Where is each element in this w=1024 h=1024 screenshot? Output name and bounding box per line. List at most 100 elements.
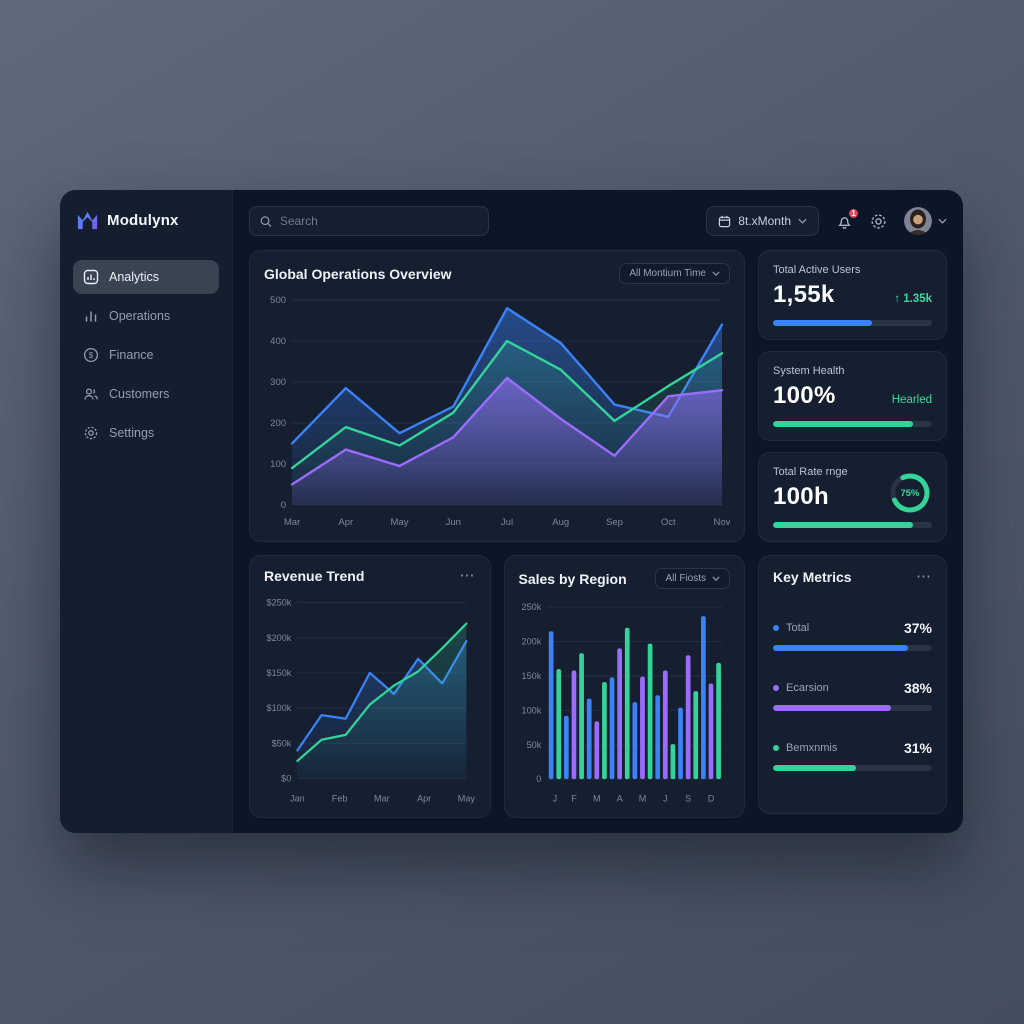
avatar-image: [904, 207, 932, 235]
time-filter-label: All Montium Time: [629, 268, 706, 279]
analytics-icon: [83, 269, 99, 285]
svg-text:Jul: Jul: [501, 517, 513, 528]
metric-percent: 31%: [903, 740, 932, 756]
svg-text:500: 500: [270, 295, 286, 306]
rate-donut: 75%: [886, 469, 934, 517]
region-filter-label: All Fiosts: [665, 573, 706, 584]
svg-text:300: 300: [270, 377, 286, 388]
sidebar: Modulynx Analytics Operations $: [60, 190, 233, 833]
svg-text:J: J: [663, 793, 668, 803]
progress-track: [773, 320, 932, 326]
chevron-down-icon: [798, 218, 807, 224]
metric-row-bemxnmis: Bemxnmis 31%: [773, 740, 932, 771]
card-title: Revenue Trend: [264, 568, 365, 584]
chevron-down-icon: [938, 218, 947, 224]
svg-text:$0: $0: [281, 774, 291, 784]
svg-text:150k: 150k: [521, 671, 541, 681]
progress-track: [773, 645, 932, 651]
svg-text:Sep: Sep: [606, 517, 623, 528]
progress-fill: [773, 765, 856, 771]
more-menu-button[interactable]: ⋯: [459, 567, 476, 584]
metric-percent: 37%: [903, 620, 932, 636]
key-metrics-rows: Total 37% Ecarsion 38%: [773, 591, 932, 800]
svg-text:50k: 50k: [526, 740, 541, 750]
card-title: Global Operations Overview: [264, 265, 452, 282]
chevron-down-icon: [712, 576, 720, 581]
svg-text:Apr: Apr: [338, 517, 354, 528]
stat-value: 1,55k: [773, 281, 835, 308]
dashboard-window: Modulynx Analytics Operations $: [60, 190, 963, 833]
sidebar-item-finance[interactable]: $ Finance: [73, 338, 219, 372]
svg-text:M: M: [638, 793, 646, 803]
metric-label: Bemxnmis: [786, 742, 838, 754]
svg-text:100: 100: [270, 459, 286, 470]
svg-text:Jan: Jan: [290, 793, 305, 803]
topbar: 8t.xMonth 1: [249, 206, 947, 236]
progress-track: [773, 421, 932, 427]
search-input[interactable]: [279, 214, 478, 228]
chevron-down-icon: [712, 271, 720, 276]
bar-chart-icon: [85, 311, 97, 322]
svg-text:May: May: [391, 517, 409, 528]
svg-text:F: F: [571, 793, 577, 803]
sidebar-item-label: Finance: [109, 348, 154, 362]
svg-text:200k: 200k: [521, 637, 541, 647]
sidebar-item-customers[interactable]: Customers: [73, 377, 219, 411]
stat-title: Total Active Users: [773, 264, 861, 276]
svg-text:Feb: Feb: [332, 793, 348, 803]
more-menu-button[interactable]: ⋯: [916, 568, 932, 585]
user-menu[interactable]: [904, 207, 947, 235]
region-filter-dropdown[interactable]: All Fiosts: [655, 568, 730, 589]
sidebar-item-operations[interactable]: Operations: [73, 299, 219, 333]
metric-dot: [773, 685, 779, 691]
progress-fill: [773, 320, 872, 326]
total-active-users-card: Total Active Users 1,55k ↑ 1.35k: [758, 250, 947, 340]
svg-text:Aug: Aug: [552, 517, 569, 528]
progress-fill: [773, 645, 909, 651]
period-dropdown-button[interactable]: 8t.xMonth: [706, 206, 819, 236]
stat-title: System Health: [773, 365, 845, 377]
search-icon: [260, 215, 272, 227]
svg-text:100k: 100k: [521, 705, 541, 715]
sidebar-item-label: Analytics: [109, 270, 160, 284]
stat-delta: ↑ 1.35k: [894, 293, 932, 305]
svg-text:S: S: [685, 793, 691, 803]
svg-text:$100k: $100k: [267, 703, 292, 713]
svg-text:400: 400: [270, 336, 286, 347]
stat-status: Hearled: [891, 394, 932, 406]
main-area: 8t.xMonth 1: [233, 190, 963, 833]
svg-text:$200k: $200k: [267, 633, 292, 643]
topbar-actions: 8t.xMonth 1: [706, 206, 947, 236]
bell-icon: [838, 216, 851, 229]
svg-text:Mar: Mar: [284, 517, 301, 528]
progress-fill: [773, 421, 913, 427]
metric-label: Ecarsion: [786, 682, 829, 694]
sidebar-item-settings[interactable]: Settings: [73, 416, 219, 450]
svg-text:$50k: $50k: [272, 738, 292, 748]
dollar-circle-icon: $: [83, 347, 99, 363]
metric-dot: [773, 745, 779, 751]
notifications-button[interactable]: 1: [836, 206, 860, 230]
svg-text:Oct: Oct: [661, 517, 676, 528]
search-box[interactable]: [249, 206, 489, 236]
metric-percent: 38%: [903, 680, 932, 696]
stat-title: Total Rate rnge: [773, 466, 848, 478]
time-filter-dropdown[interactable]: All Montium Time: [619, 263, 730, 284]
svg-text:$250k: $250k: [267, 597, 292, 607]
metric-row-total: Total 37%: [773, 620, 932, 651]
brand-name: Modulynx: [107, 212, 179, 229]
svg-text:Nov: Nov: [714, 517, 730, 528]
modulynx-logo-icon: [77, 211, 98, 230]
svg-text:$: $: [89, 351, 94, 360]
svg-text:Mar: Mar: [374, 793, 390, 803]
bottom-row: Revenue Trend ⋯ $250k $200k $150k $100k $50k…: [249, 555, 745, 819]
settings-button[interactable]: [870, 213, 887, 230]
content-grid: Global Operations Overview All Montium T…: [249, 250, 947, 819]
period-label: 8t.xMonth: [738, 214, 791, 228]
svg-text:0: 0: [536, 774, 541, 784]
stat-card-stack: Total Active Users 1,55k ↑ 1.35k System …: [758, 250, 947, 542]
svg-text:A: A: [616, 793, 623, 803]
sidebar-item-analytics[interactable]: Analytics: [73, 260, 219, 294]
sidebar-nav: Analytics Operations $ Finance: [73, 260, 219, 450]
global-operations-card: Global Operations Overview All Montium T…: [249, 250, 745, 542]
